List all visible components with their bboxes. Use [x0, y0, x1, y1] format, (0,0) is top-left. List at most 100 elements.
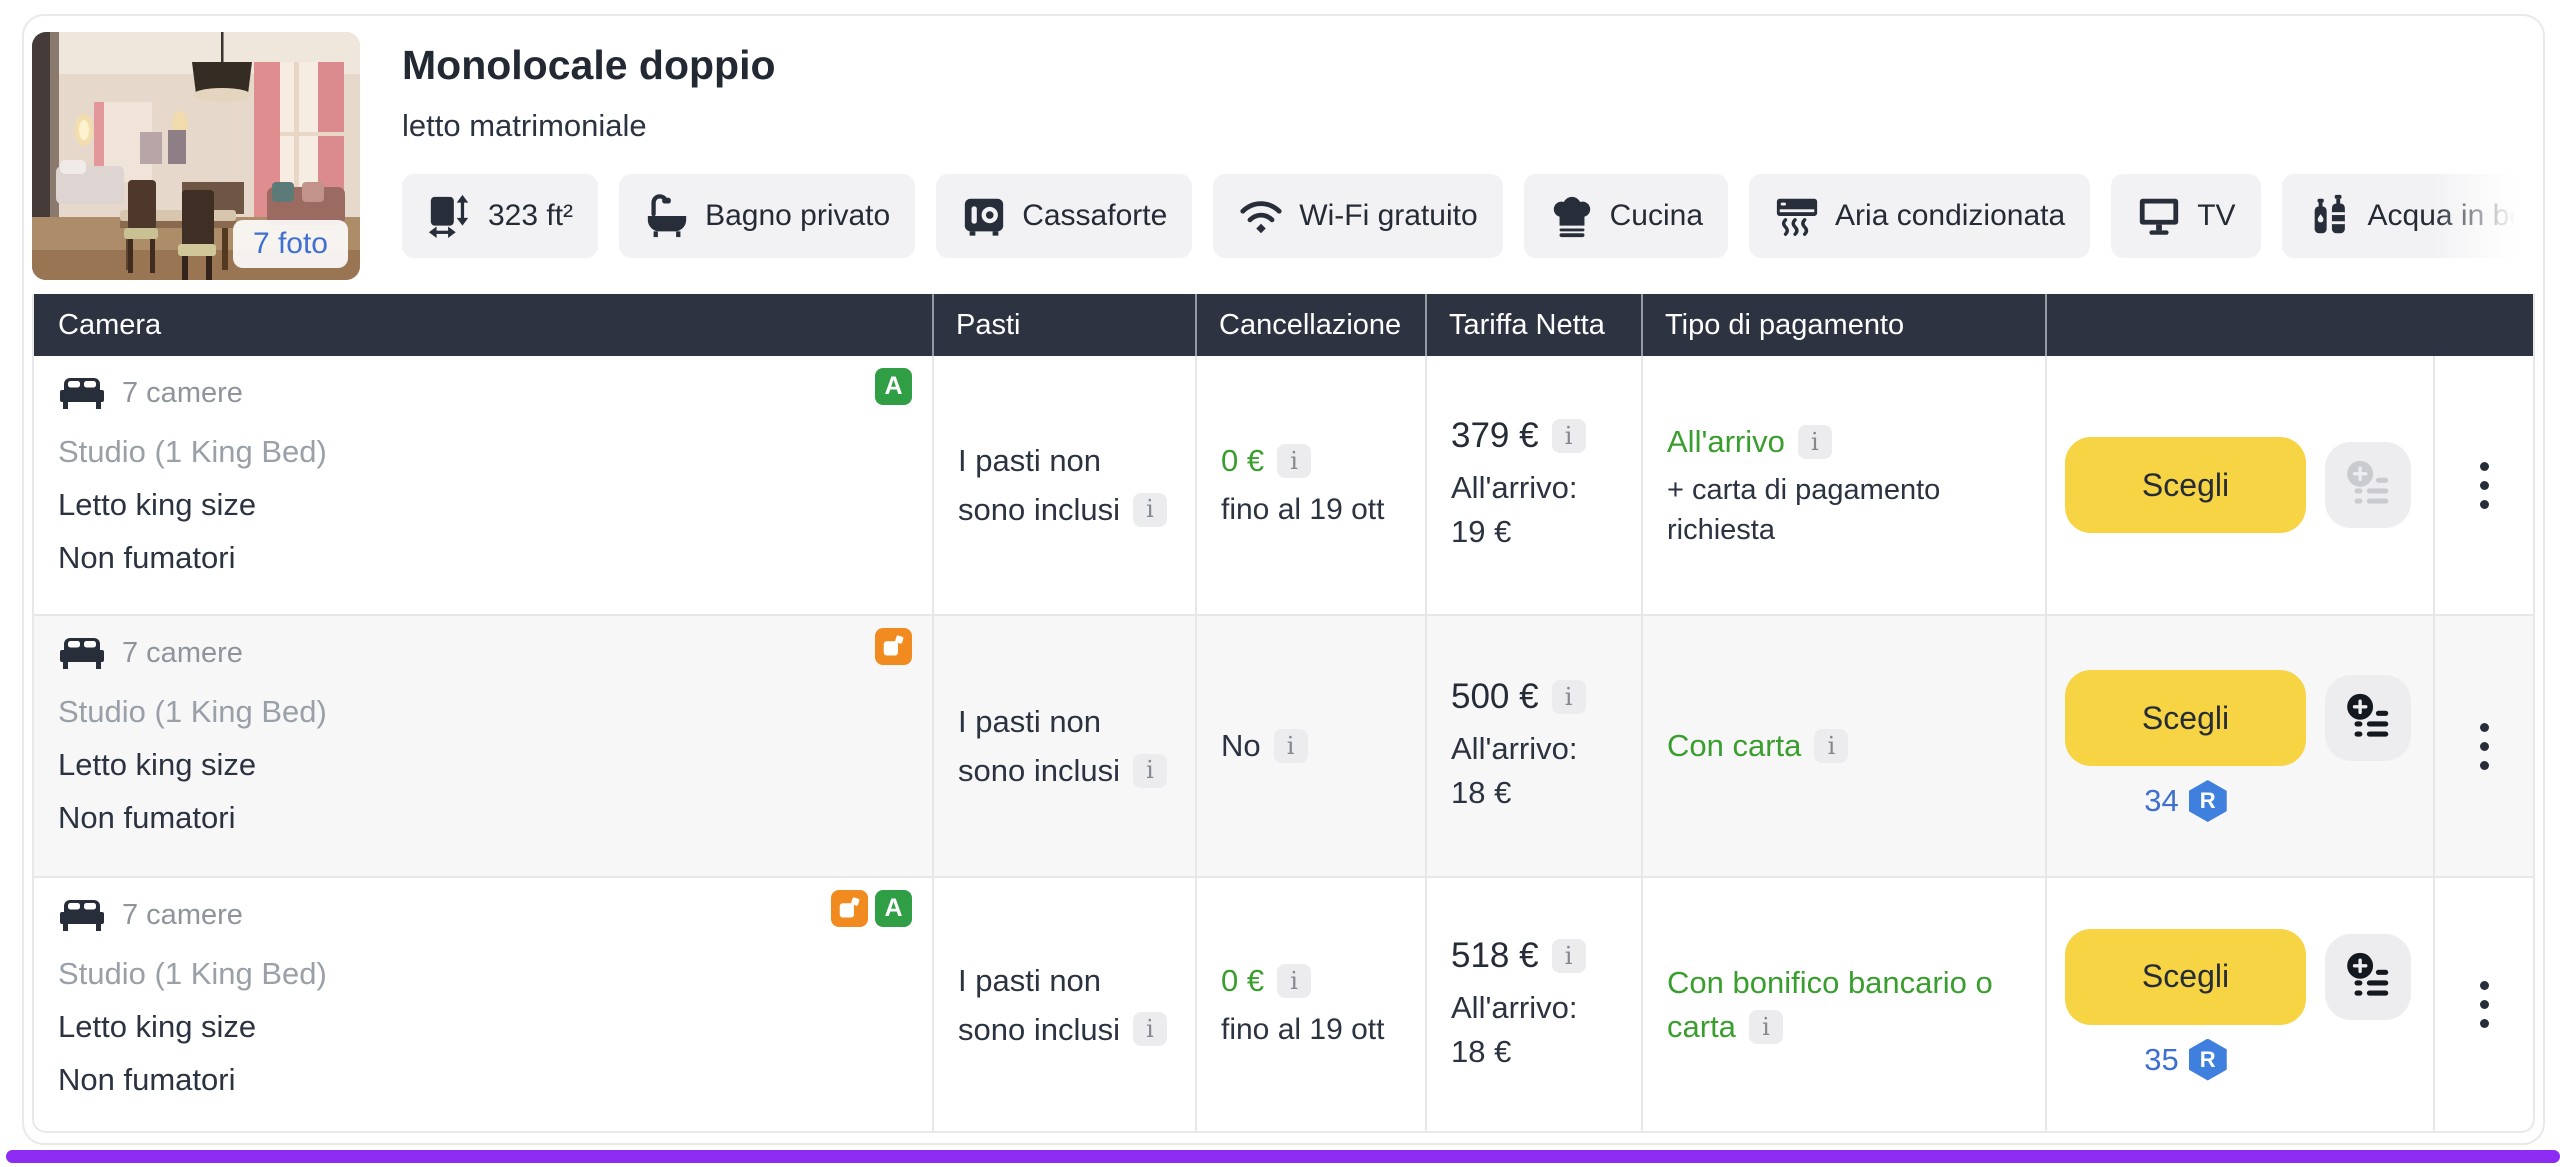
highlight-bar — [6, 1150, 2560, 1163]
cancellation-fee: No — [1221, 728, 1261, 763]
air-conditioner-icon — [1774, 193, 1820, 239]
card-payment-badge[interactable] — [875, 628, 912, 665]
header-more — [2433, 294, 2533, 356]
loyalty-hexagon-icon: R — [2188, 780, 2227, 822]
loyalty-hexagon-icon: R — [2188, 1038, 2227, 1081]
info-icon[interactable]: i — [1132, 753, 1167, 788]
due-on-arrival-label: All'arrivo: — [1451, 731, 1578, 766]
info-icon[interactable]: i — [1551, 938, 1586, 973]
camera-cell: 7 camere Studio (1 King Bed) Letto king … — [34, 616, 932, 876]
loyalty-points: 35 R — [2065, 1038, 2306, 1081]
loyalty-points: 34 R — [2065, 780, 2306, 822]
meals-cell: I pasti non sono inclusi i — [932, 878, 1195, 1131]
plus-list-icon — [2341, 691, 2395, 745]
cancellation-deadline: fino al 19 ott — [1221, 493, 1385, 526]
cancellation-fee: 0 € — [1221, 962, 1265, 998]
room-title: Monolocale doppio — [402, 42, 776, 88]
safe-icon — [961, 193, 1007, 239]
choose-button[interactable]: Scegli — [2065, 670, 2306, 766]
camera-cell: 7 camere Studio (1 King Bed) Letto king … — [34, 878, 932, 1131]
cancellation-cell: 0 € i fino al 19 ott — [1195, 356, 1425, 614]
more-options-button[interactable] — [2433, 356, 2533, 614]
amenity-private-bath: Bagno privato — [619, 174, 916, 258]
cancellation-deadline: fino al 19 ott — [1221, 1012, 1385, 1046]
plus-list-icon — [2341, 458, 2395, 512]
amenities-row: 323 ft² Bagno privato Cassaforte Wi-Fi g… — [402, 174, 2535, 262]
info-icon[interactable]: i — [1132, 492, 1167, 527]
payment-type-cell: Con carta i — [1641, 616, 2045, 876]
bed-icon — [58, 636, 106, 670]
amenity-safe: Cassaforte — [936, 174, 1193, 258]
room-name: Studio (1 King Bed) — [58, 956, 327, 991]
add-to-quote-button[interactable] — [2325, 933, 2411, 1020]
add-to-quote-button[interactable] — [2325, 442, 2411, 528]
info-icon[interactable]: i — [1273, 729, 1308, 763]
plus-list-icon — [2341, 950, 2395, 1004]
cancellation-cell: No i — [1195, 616, 1425, 876]
photo-count-badge[interactable]: 7 foto — [232, 220, 348, 268]
amenity-kitchen: Cucina — [1523, 174, 1729, 258]
action-cell: Scegli — [2045, 356, 2433, 614]
more-options-button[interactable] — [2433, 878, 2533, 1131]
cancellation-cell: 0 € i fino al 19 ott — [1195, 878, 1425, 1131]
rates-table: Camera Pasti Cancellazione Tariffa Netta… — [32, 294, 2535, 1133]
due-on-arrival-value: 19 € — [1451, 514, 1512, 549]
header-camera: Camera — [58, 308, 162, 341]
amenity-air-conditioning: Aria condizionata — [1749, 174, 2091, 258]
net-rate: 379 € — [1451, 416, 1539, 455]
rooms-left: 7 camere — [122, 376, 243, 409]
card-payment-icon — [836, 895, 863, 922]
info-icon[interactable]: i — [1132, 1012, 1167, 1046]
meals-cell: I pasti non sono inclusi i — [932, 616, 1195, 876]
info-icon[interactable]: i — [1814, 729, 1849, 763]
smoking-policy: Non fumatori — [58, 1062, 236, 1097]
more-options-button[interactable] — [2433, 616, 2533, 876]
header-tariffa-netta: Tariffa Netta — [1425, 294, 1641, 356]
chef-hat-icon — [1549, 193, 1595, 239]
bed-icon — [58, 376, 106, 410]
rate-badge-a[interactable]: A — [875, 368, 912, 405]
choose-button[interactable]: Scegli — [2065, 437, 2306, 533]
rate-row-3: 7 camere Studio (1 King Bed) Letto king … — [34, 876, 2533, 1131]
net-rate-cell: 518 € i All'arrivo: 18 € — [1425, 878, 1641, 1131]
info-icon[interactable]: i — [1748, 1009, 1783, 1044]
header-tipo-pagamento: Tipo di pagamento — [1641, 294, 2045, 356]
payment-type-cell: All'arrivo i + carta di pagamento richie… — [1641, 356, 2045, 614]
net-rate-cell: 500 € i All'arrivo: 18 € — [1425, 616, 1641, 876]
rooms-left: 7 camere — [122, 636, 243, 669]
amenity-room-size: 323 ft² — [402, 174, 599, 258]
kebab-icon — [2479, 722, 2489, 732]
bed-type: Letto king size — [58, 1009, 257, 1044]
card-payment-icon — [880, 633, 907, 660]
cancellation-fee: 0 € — [1221, 443, 1265, 478]
card-payment-badge[interactable] — [831, 890, 868, 927]
rate-badge-a[interactable]: A — [875, 890, 912, 927]
bed-icon — [58, 898, 106, 932]
choose-button[interactable]: Scegli — [2065, 928, 2306, 1025]
kebab-icon — [2479, 981, 2489, 990]
kebab-icon — [2479, 461, 2489, 471]
wifi-icon — [1238, 193, 1284, 239]
smoking-policy: Non fumatori — [58, 800, 236, 835]
info-icon[interactable]: i — [1551, 419, 1586, 453]
header-cancellazione: Cancellazione — [1195, 294, 1425, 356]
header-pasti: Pasti — [932, 294, 1195, 356]
bathtub-icon — [644, 193, 690, 239]
room-name: Studio (1 King Bed) — [58, 434, 327, 469]
net-rate-cell: 379 € i All'arrivo: 19 € — [1425, 356, 1641, 614]
payment-type-cell: Con bonifico bancario o carta i — [1641, 878, 2045, 1131]
info-icon[interactable]: i — [1277, 444, 1312, 478]
info-icon[interactable]: i — [1797, 425, 1832, 459]
table-header: Camera Pasti Cancellazione Tariffa Netta… — [34, 294, 2533, 356]
add-to-quote-button[interactable] — [2325, 675, 2411, 761]
bed-type: Letto king size — [58, 747, 257, 782]
room-photo[interactable]: 7 foto — [32, 32, 360, 280]
due-on-arrival-value: 18 € — [1451, 775, 1512, 810]
payment-type: Con carta — [1667, 728, 1802, 763]
room-size-icon — [427, 193, 473, 239]
action-cell: Scegli 34 R — [2045, 616, 2433, 876]
payment-type: All'arrivo — [1667, 424, 1785, 459]
info-icon[interactable]: i — [1277, 963, 1312, 998]
action-cell: Scegli 35 R — [2045, 878, 2433, 1131]
info-icon[interactable]: i — [1551, 680, 1586, 714]
